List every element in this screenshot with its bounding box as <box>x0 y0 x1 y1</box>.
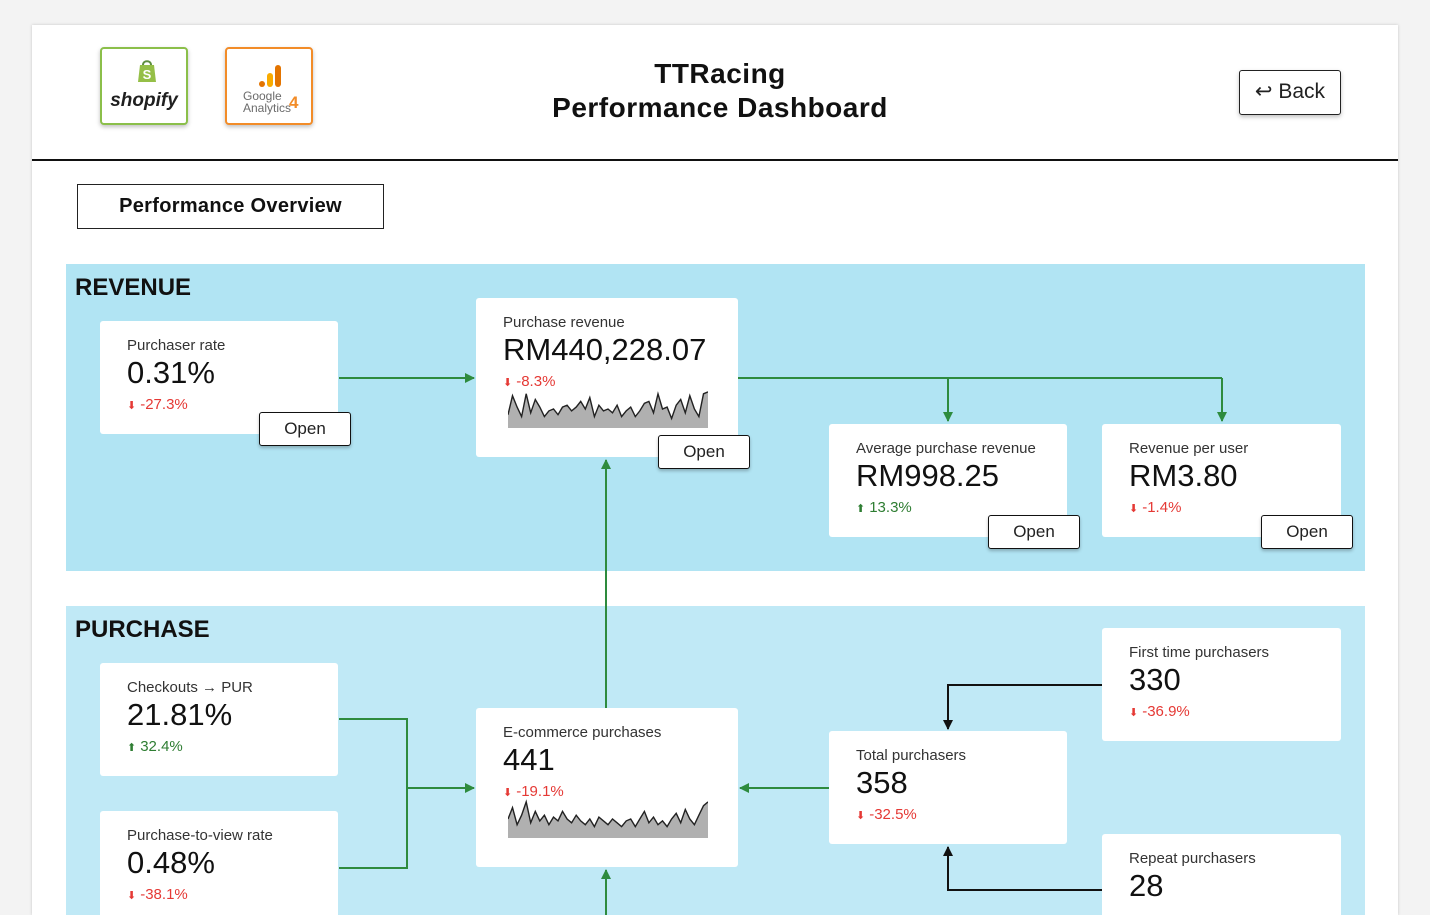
revenue-section-title: REVENUE <box>75 274 192 301</box>
card-change: ⬇ -27.3% <box>127 396 188 413</box>
card-value: RM440,228.07 <box>503 332 707 367</box>
card-change: ⬇ -19.1% <box>503 783 564 800</box>
down-arrow-icon: ⬇ <box>1129 503 1139 515</box>
purchase-revenue-card: Purchase revenue RM440,228.07 ⬇ -8.3% <box>476 298 738 457</box>
card-label: E-commerce purchases <box>503 724 662 741</box>
card-label: Average purchase revenue <box>856 440 1036 457</box>
card-label: Revenue per user <box>1129 440 1249 457</box>
purchaser-rate-open-button[interactable]: Open <box>259 412 351 446</box>
flow-checkouts-junction <box>339 718 408 869</box>
sparkline-line <box>508 799 708 829</box>
down-arrow-icon: ⬇ <box>856 810 866 822</box>
card-change: ⬇ -36.9% <box>1129 703 1190 720</box>
header-divider <box>32 159 1398 161</box>
card-label: Purchaser rate <box>127 337 226 354</box>
down-arrow-icon: ⬇ <box>1129 707 1139 719</box>
avg-purchase-revenue-open-button[interactable]: Open <box>988 515 1080 549</box>
up-arrow-icon: ⬆ <box>127 742 137 754</box>
repeat-purchasers-card: Repeat purchasers 28 <box>1102 834 1341 915</box>
revenue-per-user-open-button[interactable]: Open <box>1261 515 1353 549</box>
svg-text:S: S <box>143 67 152 82</box>
card-value: RM998.25 <box>856 458 1000 493</box>
card-label: Checkouts → PUR <box>127 679 253 696</box>
sparkline-area <box>508 801 708 838</box>
up-arrow-icon: ⬆ <box>856 503 866 515</box>
ga-wordmark: Google Analytics <box>243 89 292 115</box>
card-value: 441 <box>503 742 555 777</box>
dashboard-page: S shopify Google Analytics 4 TTRacing Pe… <box>32 25 1398 915</box>
page-title: TTRacing Performance Dashboard <box>552 58 888 123</box>
purchase-section-title: PURCHASE <box>75 616 210 643</box>
card-value: 358 <box>856 765 908 800</box>
card-label: Repeat purchasers <box>1129 850 1256 867</box>
down-arrow-icon: ⬇ <box>127 890 137 902</box>
card-value: 0.31% <box>127 355 215 390</box>
card-value: 0.48% <box>127 845 215 880</box>
card-change: ⬇ -8.3% <box>503 373 556 390</box>
sparkline-area <box>508 391 708 428</box>
card-change: ⬆ 13.3% <box>856 499 912 516</box>
performance-overview-button[interactable]: Performance Overview <box>77 184 384 229</box>
shopify-logo: S shopify <box>100 47 188 125</box>
total-purchasers-card: Total purchasers 358 ⬇ -32.5% <box>829 731 1067 844</box>
flow-revenue-to-avg <box>738 377 1222 421</box>
card-label: Purchase-to-view rate <box>127 827 273 844</box>
purchase-to-view-card: Purchase-to-view rate 0.48% ⬇ -38.1% <box>100 811 338 915</box>
ecommerce-purchases-sparkline <box>508 799 708 838</box>
card-label: Total purchasers <box>856 747 967 764</box>
down-arrow-icon: ⬇ <box>503 787 513 799</box>
shopify-wordmark: shopify <box>110 90 178 111</box>
first-time-purchasers-card: First time purchasers 330 ⬇ -36.9% <box>1102 628 1341 741</box>
card-value: 21.81% <box>127 697 233 732</box>
purchase-revenue-sparkline <box>508 391 708 428</box>
card-change: ⬇ -38.1% <box>127 886 188 903</box>
down-arrow-icon: ⬇ <box>127 400 137 412</box>
card-value: 28 <box>1129 868 1164 903</box>
card-change: ⬇ -1.4% <box>1129 499 1182 516</box>
ecommerce-purchases-card: E-commerce purchases 441 ⬇ -19.1% <box>476 708 738 867</box>
down-arrow-icon: ⬇ <box>503 377 513 389</box>
ga-version: 4 <box>289 93 299 112</box>
card-value: 330 <box>1129 662 1181 697</box>
card-label: Purchase revenue <box>503 314 625 331</box>
card-change: ⬇ -32.5% <box>856 806 917 823</box>
back-arrow-icon: ↩ <box>1254 80 1273 103</box>
card-change: ⬆ 32.4% <box>127 738 183 755</box>
purchase-revenue-open-button[interactable]: Open <box>658 435 750 469</box>
ga-bars-icon <box>259 65 281 87</box>
flow-first-time-to-total <box>943 684 1102 730</box>
flow-repeat-to-total <box>943 846 1102 891</box>
back-label: Back <box>1278 80 1326 103</box>
back-button[interactable]: ↩ Back <box>1239 70 1341 115</box>
card-label: First time purchasers <box>1129 644 1270 661</box>
sparkline-line <box>508 391 708 421</box>
purchaser-rate-card: Purchaser rate 0.31% ⬇ -27.3% <box>100 321 338 434</box>
avg-purchase-revenue-card: Average purchase revenue RM998.25 ⬆ 13.3% <box>829 424 1067 537</box>
google-analytics-logo: Google Analytics 4 <box>225 47 313 125</box>
flow-connectors <box>339 373 1227 915</box>
checkouts-pur-card: Checkouts → PUR 21.81% ⬆ 32.4% <box>100 663 338 776</box>
shopify-bag-icon: S <box>138 60 156 82</box>
card-value: RM3.80 <box>1129 458 1238 493</box>
